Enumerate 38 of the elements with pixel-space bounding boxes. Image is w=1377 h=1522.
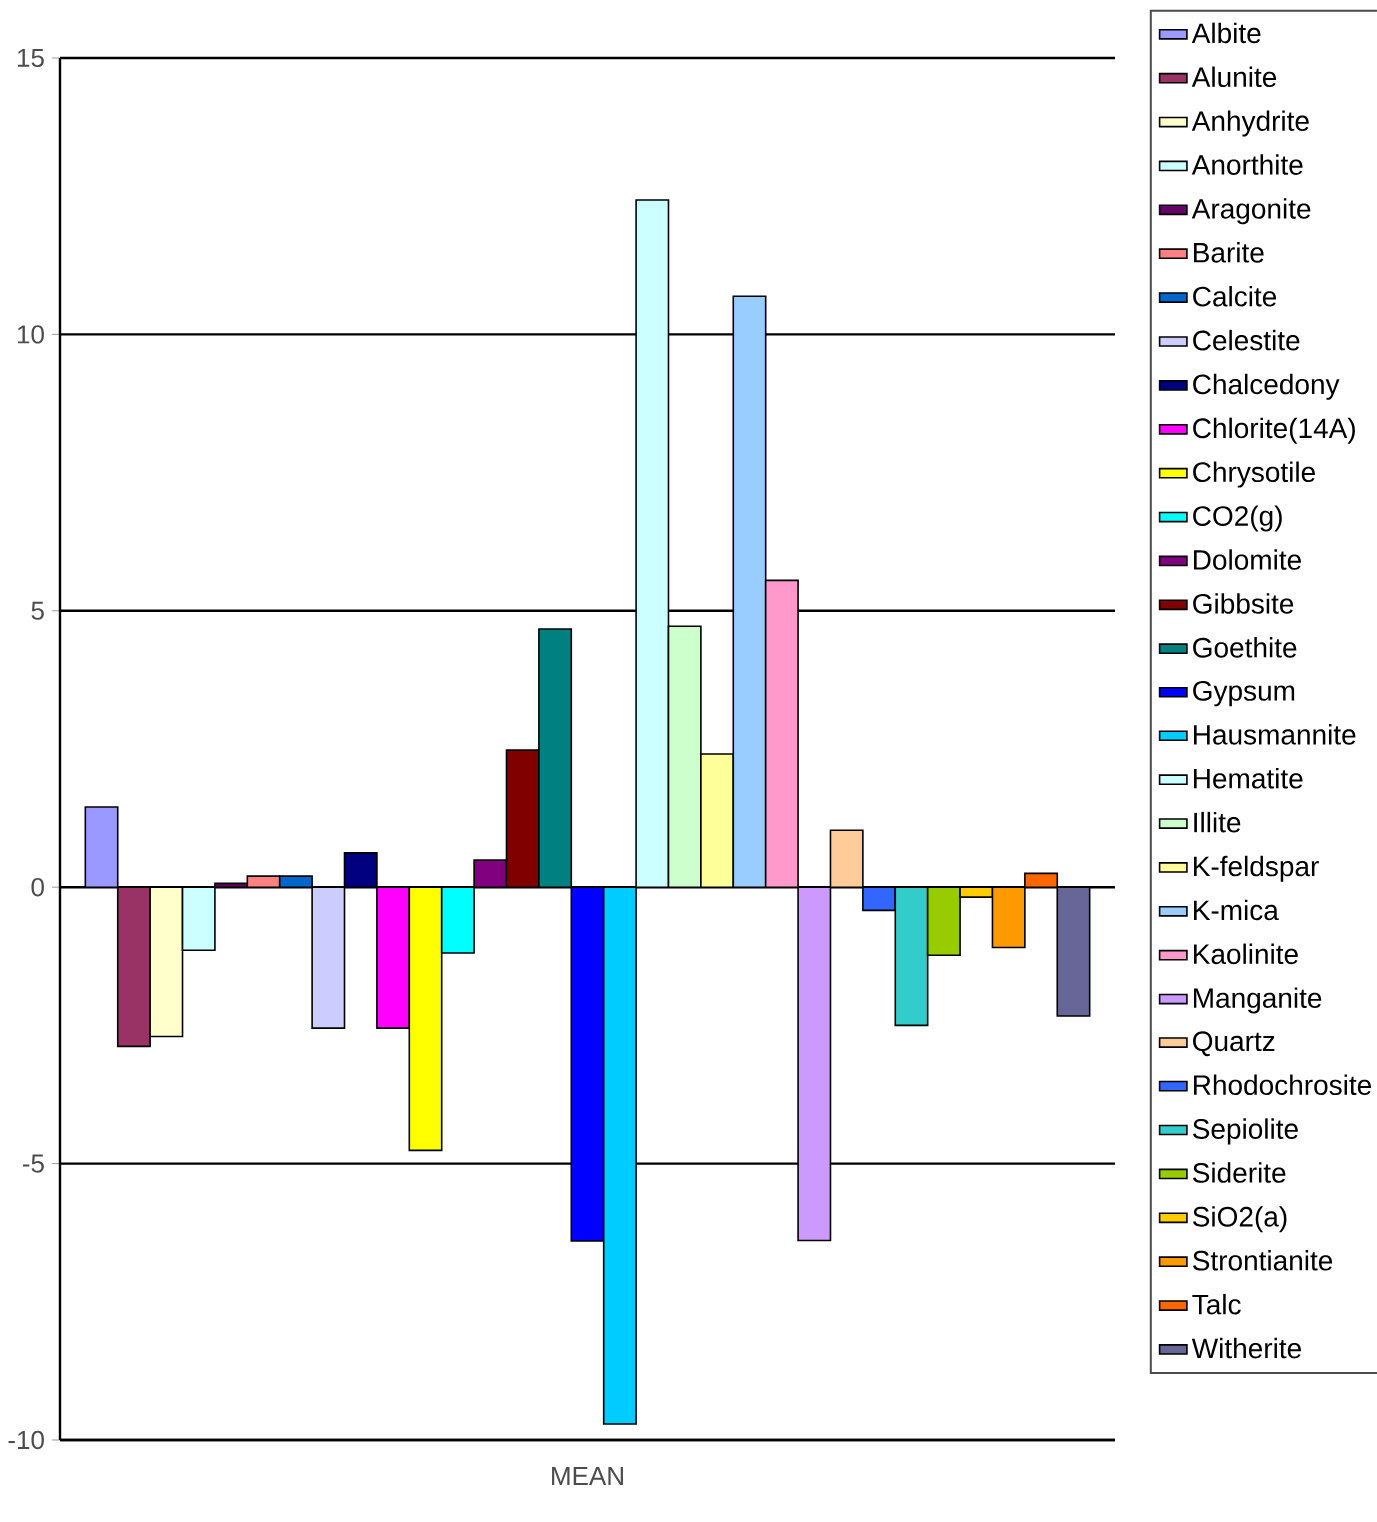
y-tick-label: 0 bbox=[31, 877, 44, 897]
legend-label: Manganite bbox=[1194, 987, 1322, 1014]
x-tick-label: MEAN bbox=[552, 1467, 623, 1485]
legend-label: Anorthite bbox=[1191, 154, 1303, 175]
legend-label: Albite bbox=[1191, 22, 1261, 44]
legend-label: Quartz bbox=[1193, 1031, 1275, 1057]
legend-label: Hematite bbox=[1194, 768, 1303, 789]
legend-label: Talc bbox=[1192, 1293, 1241, 1315]
legend-label: Hausmannite bbox=[1194, 724, 1356, 745]
y-tick-label: -10 bbox=[8, 1430, 44, 1450]
legend-label: Dolomite bbox=[1194, 549, 1301, 570]
y-tick-label: 15 bbox=[17, 48, 44, 68]
legend-label: CO2(g) bbox=[1193, 505, 1282, 532]
legend-label: Gypsum bbox=[1193, 680, 1295, 707]
legend-label: Alunite bbox=[1191, 66, 1277, 88]
legend-label: Aragonite bbox=[1191, 198, 1311, 225]
legend-label: K-mica bbox=[1194, 899, 1279, 921]
y-tick-label: -5 bbox=[22, 1154, 44, 1173]
legend-label: Barite bbox=[1194, 242, 1264, 263]
legend-label: Siderite bbox=[1193, 1162, 1286, 1183]
y-tick-label: 5 bbox=[31, 601, 44, 620]
legend-label: Strontianite bbox=[1193, 1250, 1333, 1271]
legend-label: K-feldspar bbox=[1194, 855, 1319, 882]
legend-label: SiO2(a) bbox=[1193, 1206, 1287, 1233]
legend-label: Goethite bbox=[1193, 637, 1297, 658]
legend-label: Rhodochrosite bbox=[1194, 1074, 1372, 1096]
legend-label: Illite bbox=[1194, 811, 1241, 833]
legend-label: Witherite bbox=[1191, 1337, 1301, 1359]
legend-label: Chrysotile bbox=[1193, 461, 1315, 488]
legend-label: Chlorite(14A) bbox=[1193, 417, 1355, 444]
legend-label: Anhydrite bbox=[1191, 110, 1309, 137]
legend-label: Gibbsite bbox=[1193, 593, 1294, 614]
y-tick-label: 10 bbox=[17, 325, 44, 344]
legend-label: Kaolinite bbox=[1194, 943, 1298, 965]
legend-label: Celestite bbox=[1193, 329, 1300, 351]
legend-label: Chalcedony bbox=[1193, 373, 1340, 400]
legend-label: Sepiolite bbox=[1193, 1118, 1298, 1145]
legend-label: Calcite bbox=[1193, 285, 1277, 307]
